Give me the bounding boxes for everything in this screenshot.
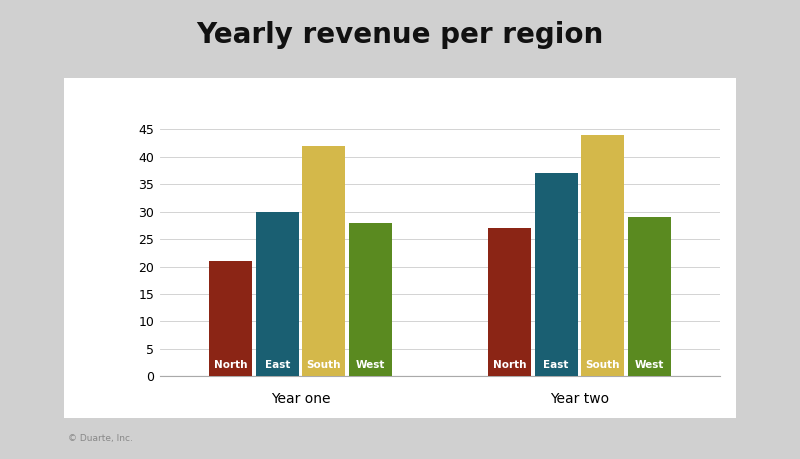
Text: East: East	[543, 360, 569, 370]
Text: East: East	[265, 360, 290, 370]
Text: West: West	[634, 360, 664, 370]
Bar	[349, 223, 392, 376]
Bar	[534, 174, 578, 376]
Text: South: South	[306, 360, 341, 370]
Text: South: South	[586, 360, 620, 370]
Bar	[581, 135, 624, 376]
Bar	[302, 146, 346, 376]
Text: North: North	[493, 360, 526, 370]
Text: West: West	[356, 360, 385, 370]
Text: Yearly revenue per region: Yearly revenue per region	[196, 21, 604, 49]
Bar	[488, 228, 531, 376]
Text: © Duarte, Inc.: © Duarte, Inc.	[68, 434, 133, 443]
Bar	[628, 217, 671, 376]
Bar	[256, 212, 299, 376]
Bar	[209, 261, 252, 376]
Text: North: North	[214, 360, 247, 370]
